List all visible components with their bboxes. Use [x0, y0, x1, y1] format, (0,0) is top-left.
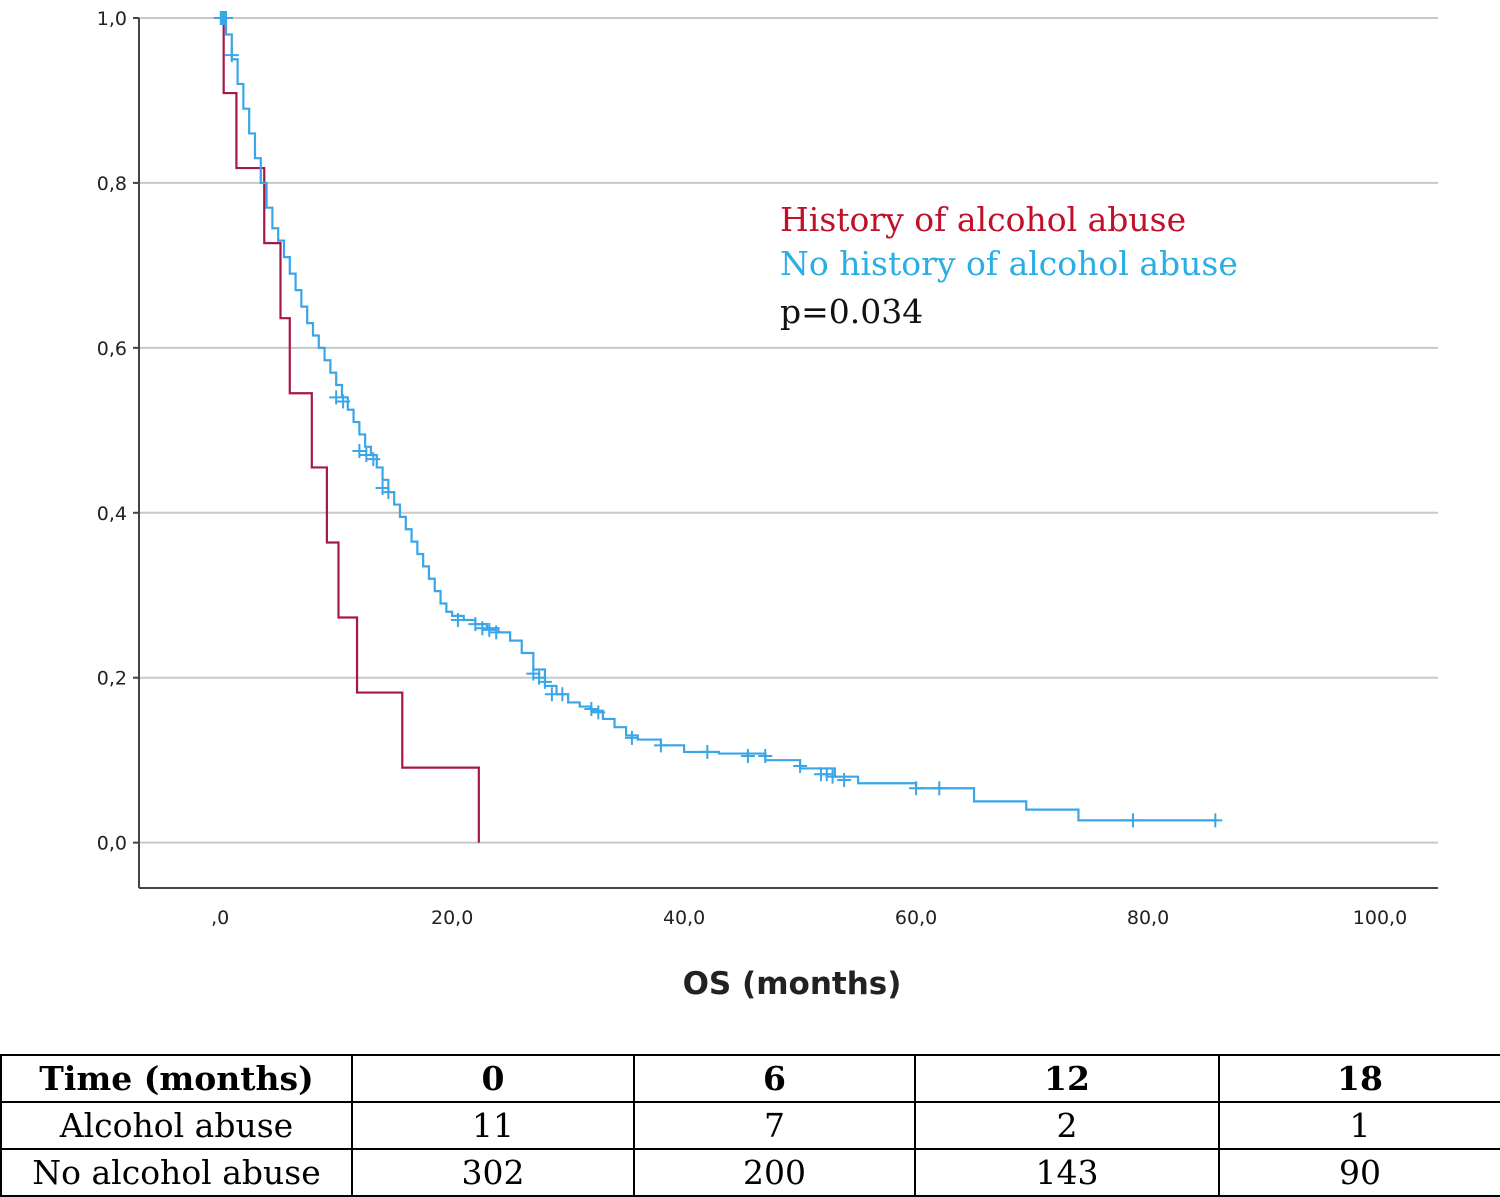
x-axis-label: OS (months): [683, 966, 902, 1002]
km-chart: 0,0 0,2 0,4 0,6 0,8 1,0 ,0 20,0 40,0 60,0 80,0 100…: [97, 8, 1438, 1002]
censor-mark: [825, 769, 840, 784]
censor-mark: [482, 622, 497, 637]
censor-mark: [624, 730, 639, 745]
censor-mark: [932, 781, 947, 796]
censor-mark: [793, 758, 808, 773]
risk-cell: 143: [914, 1148, 1220, 1197]
risk-cell: 302: [351, 1148, 635, 1197]
x-tick-label: ,0: [211, 907, 229, 929]
survival-curve-alcohol: [220, 16, 480, 843]
risk-table-header-row: Time (months) 0 6 12 18: [0, 1054, 1500, 1103]
y-tick-label: 1,0: [97, 8, 127, 30]
x-tick-label: 60,0: [895, 907, 937, 929]
censor-mark: [489, 625, 504, 640]
risk-cell: 200: [633, 1148, 916, 1197]
censor-mark: [700, 744, 715, 759]
y-tick-labels: 0,0 0,2 0,4 0,6 0,8 1,0: [97, 8, 127, 855]
risk-header-12: 12: [914, 1054, 1220, 1103]
risk-row-alcohol: Alcohol abuse 11 7 2 1: [0, 1101, 1500, 1150]
risk-header-0: 0: [351, 1054, 635, 1103]
x-tick-label: 20,0: [431, 907, 473, 929]
censor-mark: [909, 781, 924, 796]
censor-mark: [740, 749, 755, 764]
legend-entry-alcohol: History of alcohol abuse: [780, 200, 1186, 239]
risk-header-6: 6: [633, 1054, 916, 1103]
censor-mark: [218, 11, 233, 25]
risk-row-label: No alcohol abuse: [0, 1148, 353, 1197]
x-tick-labels: ,0 20,0 40,0 60,0 80,0 100,0: [211, 907, 1407, 929]
x-tick-label: 40,0: [663, 907, 705, 929]
risk-cell: 11: [351, 1101, 635, 1150]
censor-mark: [591, 705, 606, 720]
legend-entry-no-alcohol: No history of alcohol abuse: [780, 244, 1238, 283]
censor-mark: [475, 621, 490, 636]
x-tick-label: 80,0: [1127, 907, 1169, 929]
censor-mark: [450, 612, 465, 627]
survival-curves: [213, 11, 1223, 843]
censor-mark: [224, 48, 239, 63]
censor-mark: [555, 687, 570, 702]
survival-curve-no-alcohol: [220, 16, 1218, 822]
risk-row-no-alcohol: No alcohol abuse 302 200 143 90: [0, 1148, 1500, 1197]
censor-mark: [381, 485, 396, 500]
gridlines: [133, 17, 1438, 844]
x-tick-label: 100,0: [1353, 907, 1407, 929]
p-value-annotation: p=0.034: [780, 292, 923, 331]
censor-mark: [366, 452, 381, 467]
censor-mark: [1125, 813, 1140, 828]
censor-mark: [837, 772, 852, 787]
risk-header-time: Time (months): [0, 1054, 353, 1103]
risk-cell: 7: [633, 1101, 916, 1150]
censor-mark: [537, 674, 552, 689]
censor-mark: [758, 749, 773, 764]
y-tick-label: 0,0: [97, 833, 127, 855]
risk-cell: 90: [1218, 1148, 1500, 1197]
y-tick-label: 0,6: [97, 338, 127, 360]
risk-cell: 2: [914, 1101, 1220, 1150]
censor-mark: [653, 738, 668, 753]
risk-header-18: 18: [1218, 1054, 1500, 1103]
censor-mark: [584, 702, 599, 717]
risk-cell: 1: [1218, 1101, 1500, 1150]
censor-mark: [1208, 813, 1223, 828]
number-at-risk-table: Time (months) 0 6 12 18 Alcohol abuse 11…: [0, 1054, 1500, 1197]
y-tick-label: 0,2: [97, 668, 127, 690]
censor-mark: [336, 394, 351, 409]
y-tick-label: 0,8: [97, 173, 127, 195]
censor-mark: [819, 767, 834, 782]
y-tick-label: 0,4: [97, 503, 127, 525]
risk-row-label: Alcohol abuse: [0, 1101, 353, 1150]
